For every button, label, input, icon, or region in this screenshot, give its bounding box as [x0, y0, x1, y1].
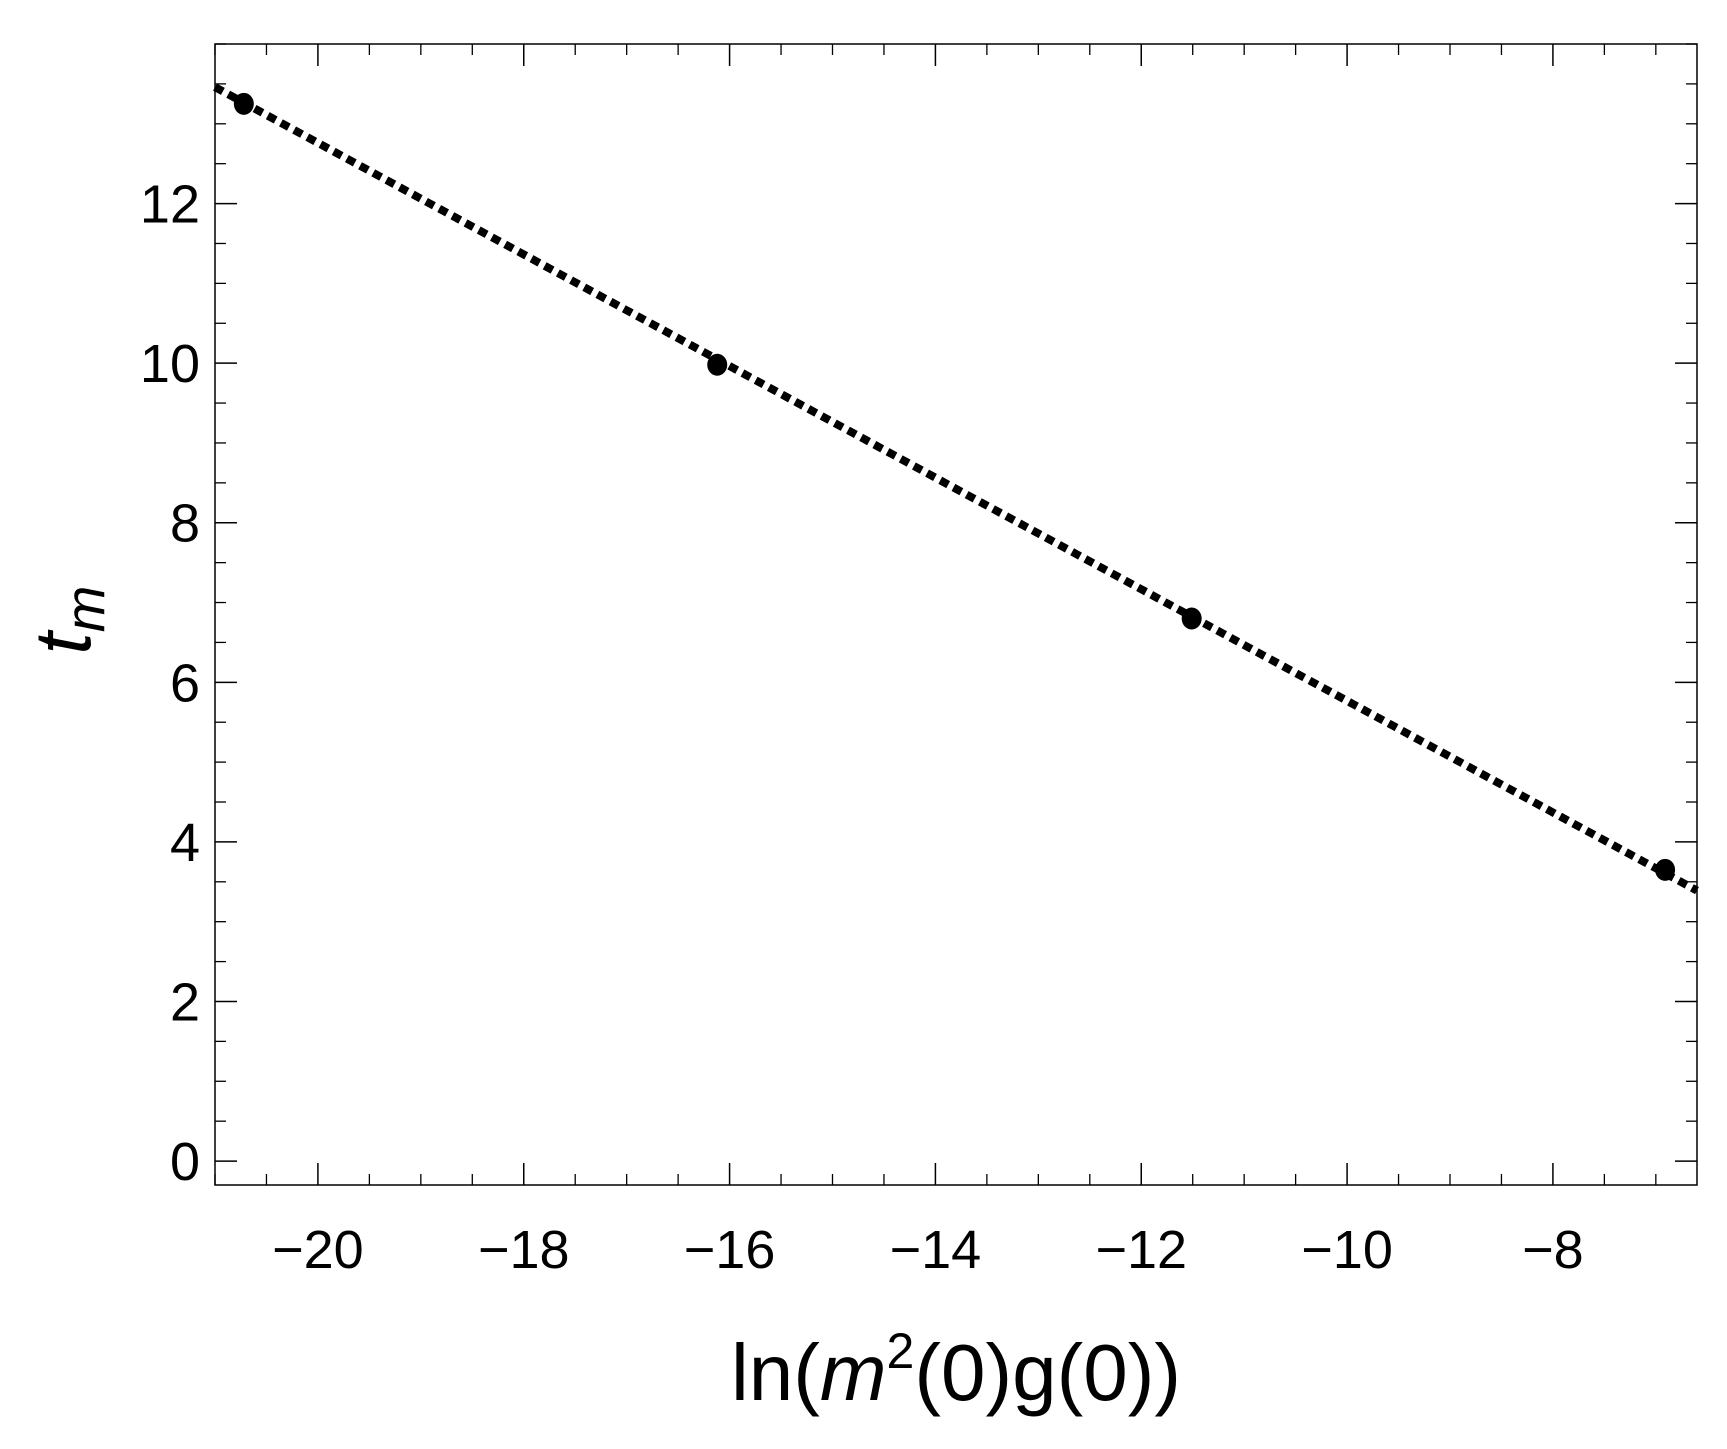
y-tick-label: 2	[170, 972, 200, 1032]
data-point	[233, 92, 254, 115]
data-point	[1181, 607, 1202, 630]
x-axis-label-sup: 2	[887, 1323, 915, 1379]
y-axis-label-base: t	[18, 629, 107, 654]
data-point	[1655, 858, 1676, 881]
x-tick-label: −16	[684, 1220, 776, 1280]
y-tick-labels: 0 2 4 6 8 10 12	[140, 175, 200, 1192]
data-point	[707, 353, 728, 376]
x-tick-label: −12	[1095, 1220, 1187, 1280]
x-axis-label-prefix: ln(	[731, 1328, 820, 1417]
x-tick-label: −14	[890, 1220, 982, 1280]
y-tick-label: 4	[170, 813, 200, 873]
x-tick-label: −18	[478, 1220, 570, 1280]
plot-frame	[214, 43, 1698, 1186]
y-axis-label: tm	[18, 586, 116, 655]
fit-line	[213, 83, 1699, 895]
y-tick-label: 6	[170, 653, 200, 713]
x-tick-label: −10	[1301, 1220, 1393, 1280]
y-tick-label: 10	[140, 334, 200, 394]
x-axis-label-var: m	[820, 1328, 887, 1417]
major-ticks	[215, 44, 1697, 1185]
y-tick-label: 12	[140, 175, 200, 235]
x-tick-label: −8	[1522, 1220, 1584, 1280]
y-tick-label: 8	[170, 494, 200, 554]
x-axis-label-suffix: (0)g(0))	[914, 1328, 1181, 1417]
x-axis-label: ln(m2(0)g(0))	[731, 1323, 1181, 1417]
fit-line-layer	[213, 83, 1699, 895]
x-tick-label: −20	[272, 1220, 364, 1280]
points-layer	[233, 92, 1676, 881]
y-axis-label-sub: m	[53, 586, 116, 633]
y-tick-label: 0	[170, 1132, 200, 1192]
x-tick-labels: −20 −18 −16 −14 −12 −10 −8	[272, 1220, 1584, 1280]
minor-ticks	[214, 43, 1697, 1185]
